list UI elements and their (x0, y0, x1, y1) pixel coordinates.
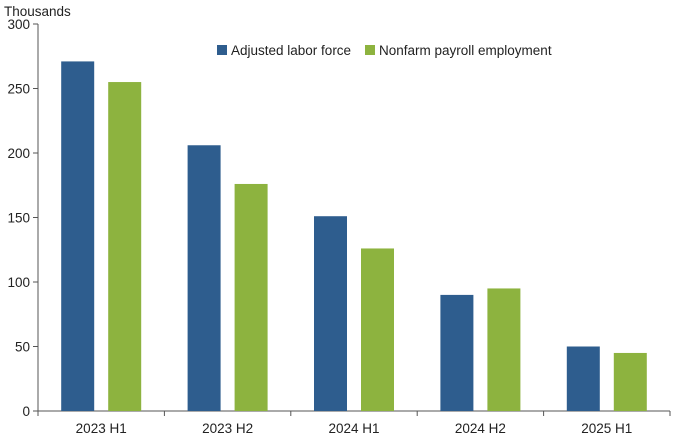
x-axis: 2023 H1 2023 H2 2024 H1 2024 H2 2025 H1 (37, 410, 671, 436)
x-tick-label: 2025 H1 (581, 421, 632, 435)
x-tick-label: 2024 H2 (455, 421, 506, 435)
y-tick-label: 300 (7, 17, 30, 32)
y-tick-label: 100 (7, 275, 30, 290)
bar-nonfarm-payroll-employment (108, 82, 142, 412)
x-tick-label: 2023 H1 (76, 421, 127, 435)
bar-adjusted-labor-force (566, 346, 600, 411)
bar-nonfarm-payroll-employment (487, 288, 521, 411)
bar-nonfarm-payroll-employment (234, 183, 268, 411)
bar-nonfarm-payroll-employment (613, 352, 647, 411)
bar-adjusted-labor-force (314, 216, 347, 411)
legend: Adjusted labor force Nonfarm payroll emp… (217, 43, 552, 58)
y-tick-label: 0 (22, 404, 30, 419)
y-tick-label: 250 (7, 82, 30, 97)
y-tick-label: 150 (7, 211, 30, 226)
bar-adjusted-labor-force (440, 294, 474, 411)
y-tick-label: 50 (15, 340, 30, 355)
bar-nonfarm-payroll-employment (361, 248, 394, 411)
legend-label-adjusted-labor-force: Adjusted labor force (231, 43, 351, 58)
x-tick-label: 2023 H2 (202, 421, 253, 435)
bars (61, 61, 647, 412)
y-tick-label: 200 (7, 146, 30, 161)
x-tick-label: 2024 H1 (328, 421, 379, 435)
legend-label-nonfarm-payroll-employment: Nonfarm payroll employment (379, 43, 552, 58)
legend-swatch-nonfarm-payroll-employment (365, 45, 375, 55)
legend-swatch-adjusted-labor-force (217, 45, 227, 55)
bar-adjusted-labor-force (61, 61, 95, 411)
y-axis: 0 50 100 150 200 250 300 (7, 17, 39, 419)
bar-adjusted-labor-force (187, 145, 221, 411)
y-axis-unit-label: Thousands (4, 4, 71, 19)
